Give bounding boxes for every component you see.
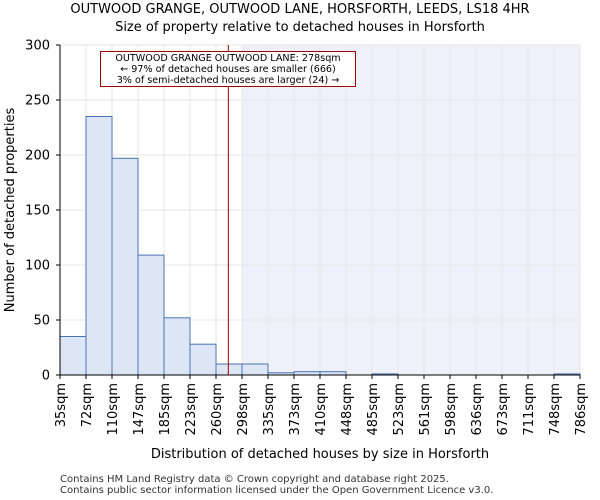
y-tick-label: 200 [25, 149, 50, 164]
x-tick-label: 711sqm [522, 383, 537, 436]
y-tick-label: 300 [25, 39, 50, 54]
x-tick-label: 185sqm [158, 383, 173, 436]
y-tick-label: 250 [25, 94, 50, 109]
x-tick-label: 298sqm [236, 383, 251, 436]
x-tick-label: 561sqm [418, 383, 433, 436]
x-axis-title: Distribution of detached houses by size … [151, 447, 489, 462]
histogram-bar [59, 336, 87, 376]
x-tick-label: 748sqm [548, 383, 563, 436]
x-tick-label: 260sqm [210, 383, 225, 436]
x-tick-label: 72sqm [80, 383, 95, 427]
property-annotation-box: OUTWOOD GRANGE OUTWOOD LANE: 278sqm ← 97… [100, 51, 356, 87]
footer-licence: Contains public sector information licen… [60, 485, 494, 496]
histogram-bar [241, 363, 269, 376]
x-tick-label: 110sqm [106, 383, 121, 436]
annotation-line-smaller: ← 97% of detached houses are smaller (66… [120, 64, 336, 75]
x-tick-label: 147sqm [132, 383, 147, 436]
x-tick-label: 786sqm [574, 383, 589, 436]
y-tick-label: 50 [33, 314, 50, 329]
histogram-bar [189, 343, 217, 376]
histogram-bar [85, 116, 113, 376]
x-tick-label: 673sqm [496, 383, 511, 436]
x-tick-label: 223sqm [184, 383, 199, 436]
x-tick-label: 485sqm [366, 383, 381, 436]
y-tick-label: 0 [42, 369, 50, 384]
x-tick-label: 523sqm [392, 383, 407, 436]
y-tick-label: 100 [25, 259, 50, 274]
x-tick-label: 448sqm [340, 383, 355, 436]
footer-copyright: Contains HM Land Registry data © Crown c… [60, 474, 449, 485]
y-tick-label: 150 [25, 204, 50, 219]
histogram-bar [163, 317, 191, 376]
x-tick-label: 598sqm [444, 383, 459, 436]
y-axis-title: Number of detached properties [3, 108, 18, 313]
x-tick-label: 410sqm [314, 383, 329, 436]
chart-title: Size of property relative to detached ho… [115, 20, 485, 35]
chart-title-address: OUTWOOD GRANGE, OUTWOOD LANE, HORSFORTH,… [70, 2, 530, 17]
histogram-bar [137, 254, 165, 376]
x-tick-label: 335sqm [262, 383, 277, 436]
annotation-line-property: OUTWOOD GRANGE OUTWOOD LANE: 278sqm [115, 53, 341, 64]
histogram-bar [111, 157, 139, 376]
annotation-line-larger: 3% of semi-detached houses are larger (2… [116, 75, 340, 86]
x-tick-label: 35sqm [54, 383, 69, 427]
x-tick-label: 373sqm [288, 383, 303, 436]
x-tick-label: 636sqm [470, 383, 485, 436]
histogram-bar [215, 363, 243, 376]
